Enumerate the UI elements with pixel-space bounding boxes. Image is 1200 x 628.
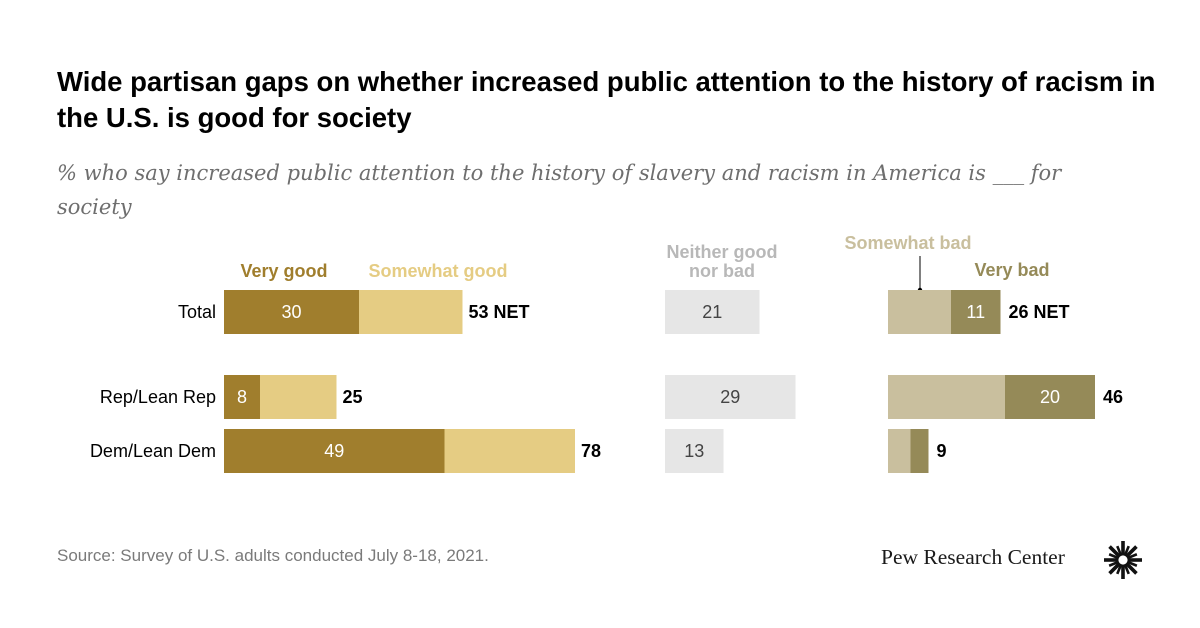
bar-very-bad xyxy=(910,429,929,473)
legend-somewhat-good: Somewhat good xyxy=(369,261,508,281)
brand-name: Pew Research Center xyxy=(881,545,1065,569)
bar-label-very-good: 49 xyxy=(324,441,344,461)
bar-very-bad xyxy=(1005,375,1095,419)
bar-very-good xyxy=(224,429,445,473)
bar-somewhat-good xyxy=(260,375,337,419)
net-good-label: 78 xyxy=(581,441,601,461)
legend-very-bad: Very bad xyxy=(974,260,1049,280)
bar-label-very-good: 8 xyxy=(237,387,247,407)
chart-title: Wide partisan gaps on whether increased … xyxy=(57,66,1156,133)
bar-somewhat-bad xyxy=(888,429,911,473)
pew-sunburst-logo-icon xyxy=(1104,541,1142,579)
bar-neither xyxy=(665,375,796,419)
net-good-label: 25 xyxy=(343,387,363,407)
bar-label-neither: 29 xyxy=(720,387,740,407)
bar-neither xyxy=(665,290,760,334)
bar-label-very-good: 30 xyxy=(281,302,301,322)
bar-somewhat-good xyxy=(444,429,575,473)
bar-very-bad xyxy=(951,290,1001,334)
bar-label-neither: 21 xyxy=(702,302,722,322)
bar-somewhat-bad xyxy=(888,290,951,334)
net-bad-label: 46 xyxy=(1103,387,1123,407)
legend-somewhat-bad: Somewhat bad xyxy=(844,233,971,253)
bar-very-good xyxy=(224,375,260,419)
net-good-label: 53 NET xyxy=(469,302,530,322)
bar-label-very-bad: 20 xyxy=(1040,387,1060,407)
bar-label-neither: 13 xyxy=(684,441,704,461)
legend-very-good: Very good xyxy=(240,261,327,281)
chart-subtitle: % who say increased public attention to … xyxy=(57,161,1062,219)
net-bad-label: 9 xyxy=(937,441,947,461)
category-label: Total xyxy=(178,302,216,322)
bar-somewhat-good xyxy=(359,290,463,334)
legend-neither-line1: Neither good xyxy=(667,242,778,262)
legend-neither-line2: nor bad xyxy=(689,261,755,281)
category-label: Dem/Lean Dem xyxy=(90,441,216,461)
source-note: Source: Survey of U.S. adults conducted … xyxy=(57,546,489,565)
bar-label-very-bad: 11 xyxy=(966,302,985,322)
category-label: Rep/Lean Rep xyxy=(100,387,216,407)
bar-somewhat-bad xyxy=(888,375,1005,419)
bar-very-good xyxy=(224,290,359,334)
bar-neither xyxy=(665,429,724,473)
net-bad-label: 26 NET xyxy=(1009,302,1070,322)
